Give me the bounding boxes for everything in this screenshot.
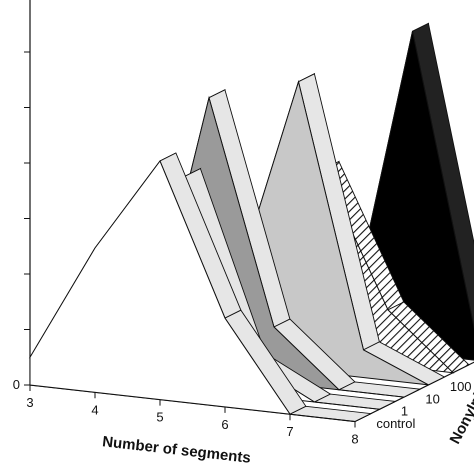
ribbon-end-cap xyxy=(379,400,396,410)
series-label: 100 xyxy=(450,379,472,394)
x-tick-label: 7 xyxy=(286,424,293,439)
series-label: 10 xyxy=(425,391,439,406)
ribbons-group xyxy=(28,22,474,422)
ribbon-end-cap xyxy=(452,364,470,374)
x-axis-title: Number of segments xyxy=(101,433,251,467)
x-tick-label: 6 xyxy=(221,417,228,432)
z-axis-title: Nonylph xyxy=(447,386,474,447)
ribbon-end-cap xyxy=(428,376,445,386)
x-tick-label: 3 xyxy=(26,395,33,410)
ribbon-front-face xyxy=(29,159,356,422)
y-tick-label: 0 xyxy=(13,377,20,392)
ribbon-end-cap xyxy=(354,413,372,422)
series-label: control xyxy=(376,416,415,431)
x-tick-label: 4 xyxy=(91,402,98,417)
ribbon-end-cap xyxy=(403,388,421,398)
x-tick-label: 5 xyxy=(156,410,163,425)
x-tick-label: 8 xyxy=(351,432,358,447)
series-label: 1 xyxy=(401,404,408,419)
